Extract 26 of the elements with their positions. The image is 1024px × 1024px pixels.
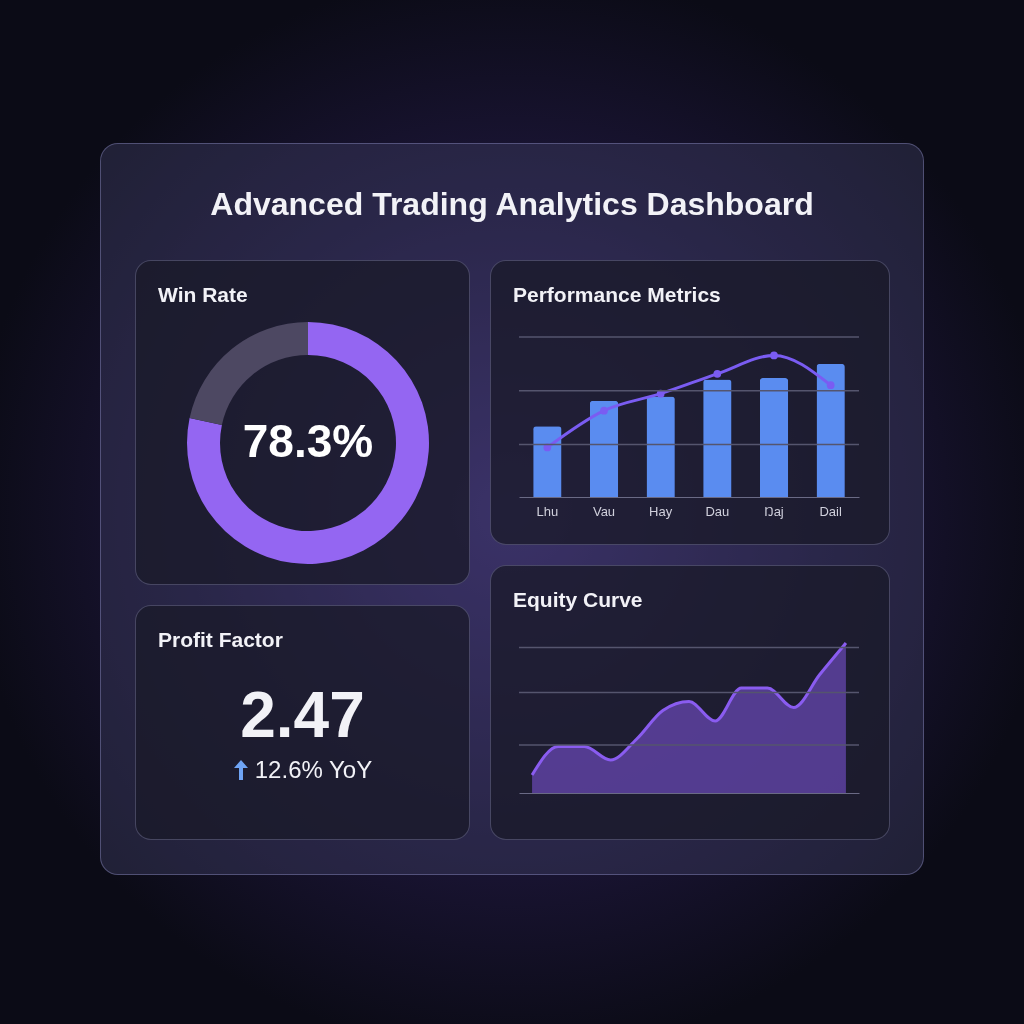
bar [816, 363, 845, 497]
point [600, 406, 608, 415]
x-tick-label: Vau [592, 503, 616, 519]
x-tick-label: Ŋaj [764, 503, 784, 519]
text: Advanced Trading Analytics Dashboard [209, 186, 815, 223]
bar [646, 396, 675, 497]
bar [533, 426, 562, 497]
x-tick-label: Lhu [536, 503, 559, 519]
donut-slice [189, 322, 308, 425]
point [713, 369, 722, 378]
chart-title: Equity Curve [513, 588, 643, 612]
x-tick-label: Dail [819, 503, 842, 519]
text: Profit Factor [158, 628, 283, 652]
bar [703, 379, 732, 497]
chart-title: Win Rate [158, 283, 248, 307]
point [770, 351, 778, 360]
donut-slice [187, 322, 429, 564]
bar [759, 378, 789, 497]
chart-title: Performance Metrics [513, 283, 721, 307]
text: 78.3% [242, 415, 374, 467]
x-tick-label: Dau [705, 503, 730, 519]
text: 2.47 [239, 678, 366, 752]
bar [589, 400, 619, 497]
text: 12.6% YoY [254, 756, 373, 784]
x-tick-label: Hay [649, 503, 673, 519]
point [826, 381, 835, 390]
